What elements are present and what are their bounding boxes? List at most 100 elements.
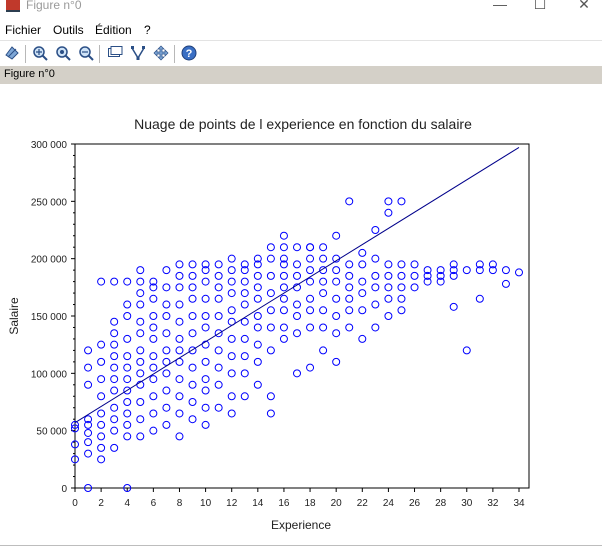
scatter-point — [84, 363, 93, 372]
scatter-point — [201, 312, 210, 320]
rotate-icon[interactable] — [3, 44, 21, 62]
scatter-point — [97, 443, 106, 452]
scatter-point — [253, 323, 262, 332]
scatter-point — [240, 334, 249, 343]
scatter-point — [214, 346, 223, 355]
scatter-point — [293, 300, 301, 309]
x-tick-label: 6 — [151, 498, 157, 509]
scatter-point — [97, 340, 106, 349]
scatter-point — [175, 260, 184, 269]
scatter-point — [162, 300, 171, 309]
scatter-point — [175, 432, 184, 441]
scatter-point — [110, 426, 119, 435]
scatter-point — [345, 283, 354, 292]
scatter-point — [188, 260, 197, 269]
menu-edition[interactable]: Édition — [95, 23, 132, 37]
scatter-point — [97, 392, 106, 401]
scatter-point — [201, 375, 210, 384]
scatter-point — [123, 363, 132, 372]
scatter-point — [123, 420, 132, 429]
scatter-point — [149, 283, 158, 292]
scatter-point — [240, 260, 249, 269]
scatter-point — [227, 369, 236, 378]
scatter-point — [188, 283, 197, 292]
scatter-point — [214, 271, 223, 280]
scatter-point — [227, 254, 236, 263]
scatter-point — [201, 323, 210, 332]
scatter-point — [162, 357, 171, 366]
scatter-point — [214, 312, 223, 320]
scatter-point — [97, 277, 106, 286]
pan-icon[interactable] — [152, 44, 170, 62]
scatter-point — [84, 438, 93, 447]
scatter-point — [110, 403, 119, 412]
scatter-point — [371, 226, 380, 234]
scatter-point — [253, 340, 262, 349]
scatter-point — [384, 208, 393, 217]
scatter-point — [136, 277, 145, 286]
maximize-button[interactable]: ☐ — [533, 0, 547, 12]
minimize-button[interactable]: — — [493, 0, 507, 12]
scatter-point — [227, 334, 236, 343]
x-tick-label: 18 — [304, 498, 316, 509]
scatter-point — [97, 432, 106, 441]
scatter-point — [515, 268, 523, 277]
scatter-point — [123, 277, 132, 286]
scatter-point — [306, 277, 315, 286]
scatter-point — [136, 357, 145, 366]
scatter-point — [279, 243, 288, 252]
scatter-point — [319, 289, 328, 298]
scatter-point — [240, 352, 249, 361]
scatter-point — [201, 403, 210, 412]
scatter-point — [175, 409, 184, 418]
scatter-point — [332, 277, 341, 286]
scatter-point — [136, 329, 145, 338]
figure-canvas[interactable]: Nuage de points de l experience en fonct… — [0, 84, 602, 544]
scatter-point — [449, 266, 458, 275]
scatter-point — [306, 323, 315, 332]
scatter-point — [345, 323, 354, 332]
scatter-point — [266, 243, 275, 252]
scatter-point — [136, 317, 145, 326]
scatter-point — [71, 455, 79, 464]
scatter-chart[interactable]: Nuage de points de l experience en fonct… — [0, 84, 602, 544]
scatter-point — [136, 266, 145, 275]
scatter-point — [371, 300, 380, 309]
scatter-point — [279, 294, 288, 303]
scatter-point — [266, 323, 275, 332]
scatter-point — [136, 346, 145, 355]
scatter-point — [97, 375, 106, 384]
menu-outils[interactable]: Outils — [53, 23, 84, 37]
scatter-point — [397, 271, 406, 280]
scatter-point — [214, 283, 223, 292]
scatter-point — [175, 283, 184, 292]
scatter-point — [306, 294, 315, 303]
scatter-point — [123, 409, 132, 418]
scatter-point — [319, 254, 328, 263]
edit-curve-icon[interactable] — [129, 44, 147, 62]
zoom-in-icon[interactable] — [31, 44, 49, 62]
zoom-out-icon[interactable] — [54, 44, 72, 62]
scatter-point — [201, 294, 210, 303]
menu-fichier[interactable]: Fichier — [5, 23, 42, 37]
zoom-fit-icon[interactable] — [77, 44, 95, 62]
help-icon[interactable]: ? — [180, 44, 198, 62]
scatter-point — [188, 363, 197, 372]
scatter-point — [162, 266, 171, 275]
scatter-point — [358, 260, 367, 269]
close-button[interactable]: ✕ — [578, 0, 590, 12]
scatter-point — [175, 375, 184, 384]
menu-help[interactable]: ? — [144, 23, 151, 37]
scatter-point — [462, 266, 471, 275]
scilab-app-icon — [6, 0, 20, 12]
datatip-icon[interactable] — [106, 44, 124, 62]
scatter-point — [136, 369, 145, 378]
scatter-point — [97, 409, 106, 418]
scatter-point — [214, 363, 223, 372]
scatter-point — [123, 398, 132, 406]
x-tick-label: 2 — [98, 498, 104, 509]
scatter-point — [279, 271, 288, 280]
scatter-point — [84, 346, 93, 355]
scatter-point — [201, 277, 210, 286]
scatter-point — [488, 260, 497, 269]
